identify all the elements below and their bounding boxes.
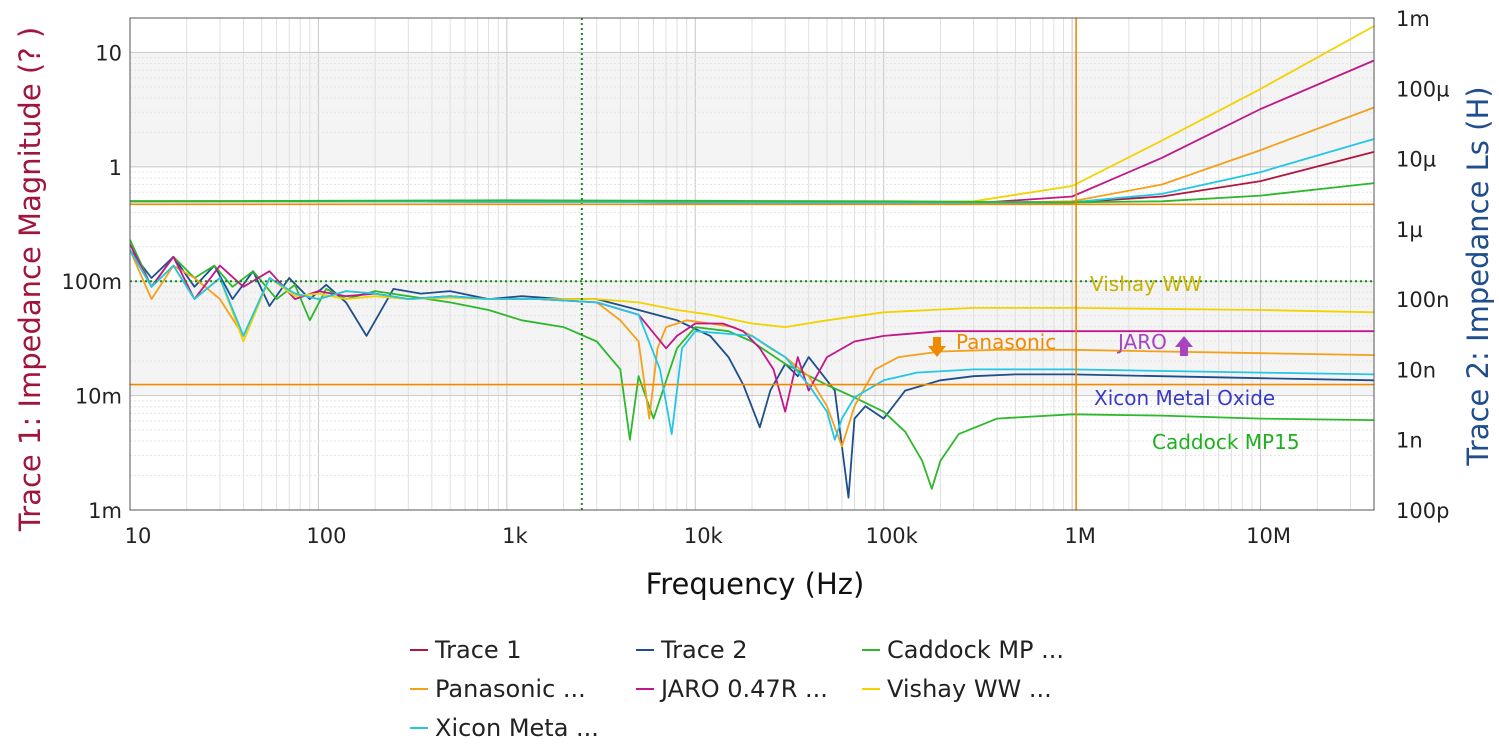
annotation-label: Vishay WW (1090, 272, 1202, 296)
series-line-9 (129, 243, 1374, 413)
series-group (129, 25, 1375, 499)
legend-label: JARO 0.47R ... (659, 675, 828, 703)
legend-item: Panasonic ... (410, 675, 586, 703)
grid (129, 17, 1375, 511)
y-right-tick-label: 100n (1396, 288, 1449, 312)
y-right-tick-label: 1µ (1396, 218, 1423, 242)
y-right-tick-label: 100µ (1396, 77, 1449, 101)
annotation-label: JARO (1116, 330, 1167, 354)
panasonic-arrow-icon (928, 337, 946, 357)
legend-item: Trace 2 (636, 636, 748, 664)
y-left-tick-label: 1 (109, 156, 122, 180)
y-left-tick-label: 100m (61, 270, 122, 294)
series-line-6 (130, 138, 1375, 205)
y-right-tick-label: 100p (1396, 499, 1449, 523)
legend-label: Xicon Meta ... (435, 714, 599, 742)
x-tick-label: 100 (306, 524, 346, 548)
y-left-tick-label: 10 (95, 41, 122, 65)
jaro-arrow-icon (1175, 336, 1193, 356)
x-tick-label: 1k (502, 524, 528, 548)
legend-label: Caddock MP ... (887, 636, 1064, 664)
annotation-label: Caddock MP15 (1152, 430, 1300, 454)
x-tick-label: 100k (866, 524, 919, 548)
y-right-tick-label: 10µ (1396, 148, 1436, 172)
x-axis-title: Frequency (Hz) (646, 567, 865, 601)
y-right-tick-label: 10n (1396, 358, 1436, 382)
legend-item: JARO 0.47R ... (636, 675, 828, 703)
x-tick-label: 10 (125, 524, 152, 548)
y-left-tick-label: 10m (75, 385, 122, 409)
legend-label: Panasonic ... (435, 675, 586, 703)
legend-label: Trace 2 (660, 636, 748, 664)
cursor-group (130, 18, 1374, 510)
legend-item: Xicon Meta ... (410, 714, 599, 742)
series-line-7 (129, 182, 1375, 204)
x-tick-label: 10k (684, 524, 724, 548)
annotation-label: Panasonic (956, 330, 1056, 354)
plot-frame (129, 17, 1375, 511)
y-left-tick-label: 1m (88, 499, 122, 523)
x-tick-label: 10M (1246, 524, 1291, 548)
legend-label: Vishay WW ... (887, 675, 1052, 703)
legend-item: Caddock MP ... (862, 636, 1064, 664)
legend-item: Vishay WW ... (862, 675, 1052, 703)
y-left-axis-title: Trace 1: Impedance Magnitude (? ) (13, 27, 47, 532)
legend-label: Trace 1 (434, 636, 522, 664)
annotation-label: Xicon Metal Oxide (1094, 386, 1275, 410)
legend-item: Trace 1 (410, 636, 522, 664)
y-right-tick-label: 1m (1396, 7, 1430, 31)
y-right-axis-title: Trace 2: Impedance Ls (H) (1461, 86, 1495, 466)
y-right-tick-label: 1n (1396, 429, 1423, 453)
x-tick-label: 1M (1064, 524, 1095, 548)
series-line-11 (129, 249, 1375, 441)
series-line-2 (129, 239, 1375, 490)
